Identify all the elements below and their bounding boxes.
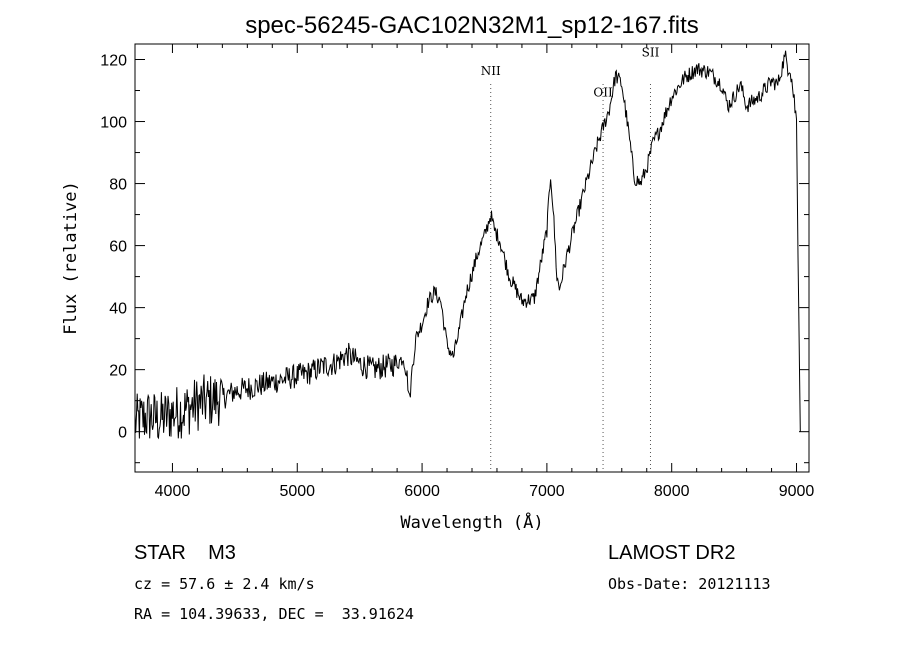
x-tick-label-5: 9000 bbox=[779, 483, 815, 500]
y-tick-label-1: 20 bbox=[109, 363, 127, 380]
obs-date: Obs-Date: 20121113 bbox=[608, 575, 771, 593]
coordinates-info: RA = 104.39633, DEC = 33.91624 bbox=[134, 605, 414, 623]
y-tick-label-4: 80 bbox=[109, 177, 127, 194]
emission-line-markers: NII OII SII bbox=[481, 45, 660, 472]
line-label-NII: NII bbox=[481, 64, 501, 78]
y-tick-label-6: 120 bbox=[100, 53, 127, 70]
x-tick-label-2: 6000 bbox=[404, 483, 440, 500]
y-tick-label-2: 40 bbox=[109, 301, 127, 318]
x-tick-label-3: 7000 bbox=[529, 483, 565, 500]
star-type: STAR M3 bbox=[134, 542, 236, 564]
x-tick-label-1: 5000 bbox=[279, 483, 315, 500]
axis-ticks: 4000 5000 6000 7000 8000 9000 0 20 40 60 80 100 120 bbox=[100, 44, 814, 500]
x-tick-label-0: 4000 bbox=[155, 483, 191, 500]
survey-name: LAMOST DR2 bbox=[608, 542, 736, 564]
x-axis-label: Wavelength (Å) bbox=[400, 511, 543, 533]
y-tick-label-5: 100 bbox=[100, 115, 127, 132]
y-tick-label-0: 0 bbox=[118, 425, 127, 442]
y-axis-label: Flux (relative) bbox=[61, 181, 81, 335]
y-tick-label-3: 60 bbox=[109, 239, 127, 256]
spectrum-line bbox=[134, 50, 801, 440]
plot-frame bbox=[134, 43, 810, 473]
chart-title: spec-56245-GAC102N32M1_sp12-167.fits bbox=[245, 12, 699, 39]
line-label-OII: OII bbox=[593, 86, 613, 100]
x-tick-label-4: 8000 bbox=[654, 483, 690, 500]
redshift-info: cz = 57.6 ± 2.4 km/s bbox=[134, 575, 315, 593]
line-label-SII: SII bbox=[642, 45, 660, 59]
